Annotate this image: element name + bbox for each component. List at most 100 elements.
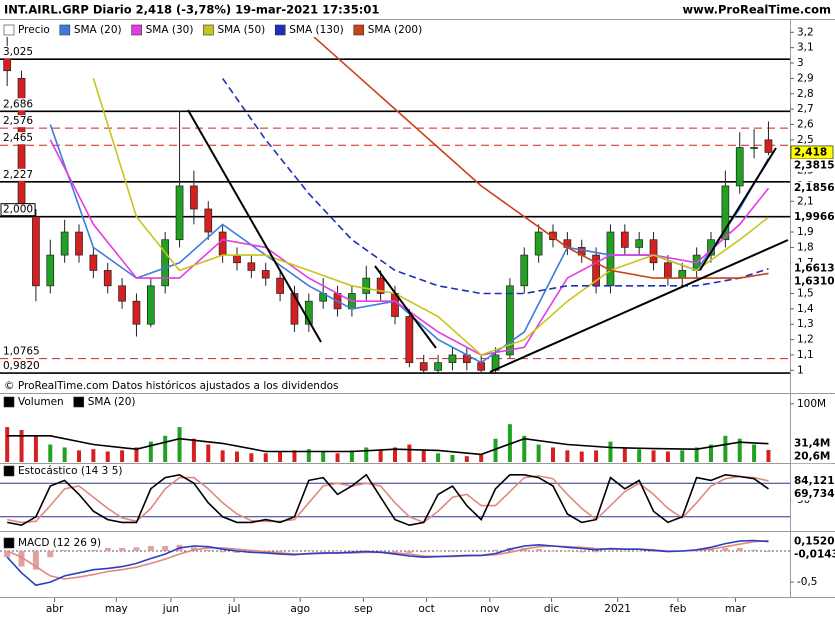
candle-body: [448, 354, 457, 363]
candle-body: [247, 262, 256, 271]
value-label: 20,6M: [794, 451, 830, 463]
volume-bar: [594, 450, 599, 462]
volume-bar: [651, 450, 656, 462]
candle-body: [405, 316, 414, 363]
histogram-bar: [736, 547, 743, 552]
value-label-bg: [791, 262, 833, 276]
y-tick-label: 1: [797, 364, 804, 376]
volume-bar: [407, 444, 412, 462]
histogram-bar: [492, 549, 499, 552]
candle-body: [764, 139, 773, 153]
histogram-bar: [377, 551, 384, 552]
histogram-bar: [564, 551, 571, 552]
histogram-bar: [636, 551, 643, 552]
candle-body: [721, 185, 730, 241]
candle-body: [434, 362, 442, 371]
y-tick-label: 2,9: [797, 72, 814, 84]
candle-body: [362, 277, 371, 294]
y-tick-label: 1,5: [797, 287, 814, 299]
candle-body: [419, 362, 428, 371]
volume-bar: [493, 438, 498, 462]
candle-body: [146, 285, 155, 325]
volume-bar: [723, 435, 728, 462]
volume-bar: [206, 444, 211, 462]
legend-bg: [201, 23, 270, 37]
volume-bar: [364, 447, 369, 462]
stochastic-panel: [0, 473, 790, 527]
y-tick-label: -0,5: [797, 576, 818, 588]
value-label: 1,6613: [794, 263, 835, 275]
indicator-line: [92, 78, 769, 356]
volume-bar: [479, 455, 484, 462]
candle-body: [678, 270, 687, 279]
candle-body: [190, 185, 198, 210]
candle-body: [161, 239, 170, 287]
candle-body: [750, 147, 758, 149]
level-label: 2,227: [3, 169, 33, 181]
value-label-bg: [791, 450, 833, 464]
panel-title: Estocástico (14 3 5): [18, 465, 122, 477]
candle-body: [376, 277, 385, 294]
volume-bar: [551, 447, 555, 462]
candle-body: [276, 277, 284, 294]
volume-bar: [19, 430, 24, 462]
x-tick-label: 2021: [604, 603, 631, 615]
y-tick-label: 2,8: [797, 88, 814, 100]
y-tick-label: 1,4: [797, 303, 814, 315]
header-site: www.ProRealTime.com: [682, 3, 831, 17]
level-label-bg: [1, 345, 42, 358]
histogram-bar: [607, 550, 614, 552]
volume-bar: [378, 450, 383, 462]
value-label-bg: [791, 181, 833, 195]
volume-bar: [163, 435, 168, 462]
x-tick-label: abr: [46, 603, 64, 615]
histogram-bar: [435, 551, 442, 552]
volume-bar: [177, 427, 182, 462]
candle-body: [233, 254, 241, 264]
volume-bar: [191, 438, 196, 462]
volume-bar: [752, 444, 757, 462]
x-tick-label: mar: [725, 603, 747, 615]
histogram-bar: [751, 549, 758, 552]
value-label: 0,1520: [794, 536, 835, 548]
legend-bg: [57, 23, 126, 37]
volume-bar: [637, 449, 642, 462]
value-label-bg: [791, 158, 833, 172]
trend-lines: [187, 109, 789, 373]
y-tick-label: 3: [797, 57, 804, 69]
histogram-bar: [550, 551, 556, 552]
level-label: 2,686: [3, 98, 33, 110]
header-title: INT.AIRL.GRP Diario 2,418 (-3,78%) 19-ma…: [4, 3, 379, 17]
volume-bar: [522, 435, 527, 462]
indicator-line: [221, 77, 769, 295]
value-label: 2,3815: [794, 159, 835, 171]
histogram-bar: [392, 551, 398, 553]
histogram-bar: [621, 551, 628, 552]
legend-swatch: [353, 24, 365, 36]
overlay: 11,11,21,31,41,51,61,71,81,922,12,22,32,…: [0, 23, 835, 615]
value-label: 84,121: [794, 475, 835, 487]
histogram-bar: [162, 546, 169, 552]
histogram-bar: [449, 550, 456, 552]
candle-body: [89, 254, 98, 271]
value-label-bg: [791, 487, 833, 501]
candle-body: [60, 231, 69, 256]
histogram-bar: [4, 551, 11, 558]
candle-body: [32, 216, 40, 287]
legend-swatch: [274, 24, 286, 36]
value-label-bg: [791, 210, 833, 224]
legend-label: SMA (50): [217, 24, 265, 36]
candle-body: [46, 254, 55, 287]
volume-bar: [77, 450, 81, 462]
volume-bar: [134, 447, 139, 462]
candle-body: [606, 231, 615, 287]
volume-bar: [321, 451, 326, 462]
candle-body: [635, 239, 644, 248]
histogram-bar: [305, 550, 312, 552]
value-label: -0,0143: [794, 549, 835, 561]
volume-bar: [263, 453, 268, 462]
panel-title: MACD (12 26 9): [18, 537, 101, 549]
candle-body: [649, 239, 658, 264]
level-label: 2,000: [3, 204, 33, 216]
volume-bar: [62, 447, 67, 462]
